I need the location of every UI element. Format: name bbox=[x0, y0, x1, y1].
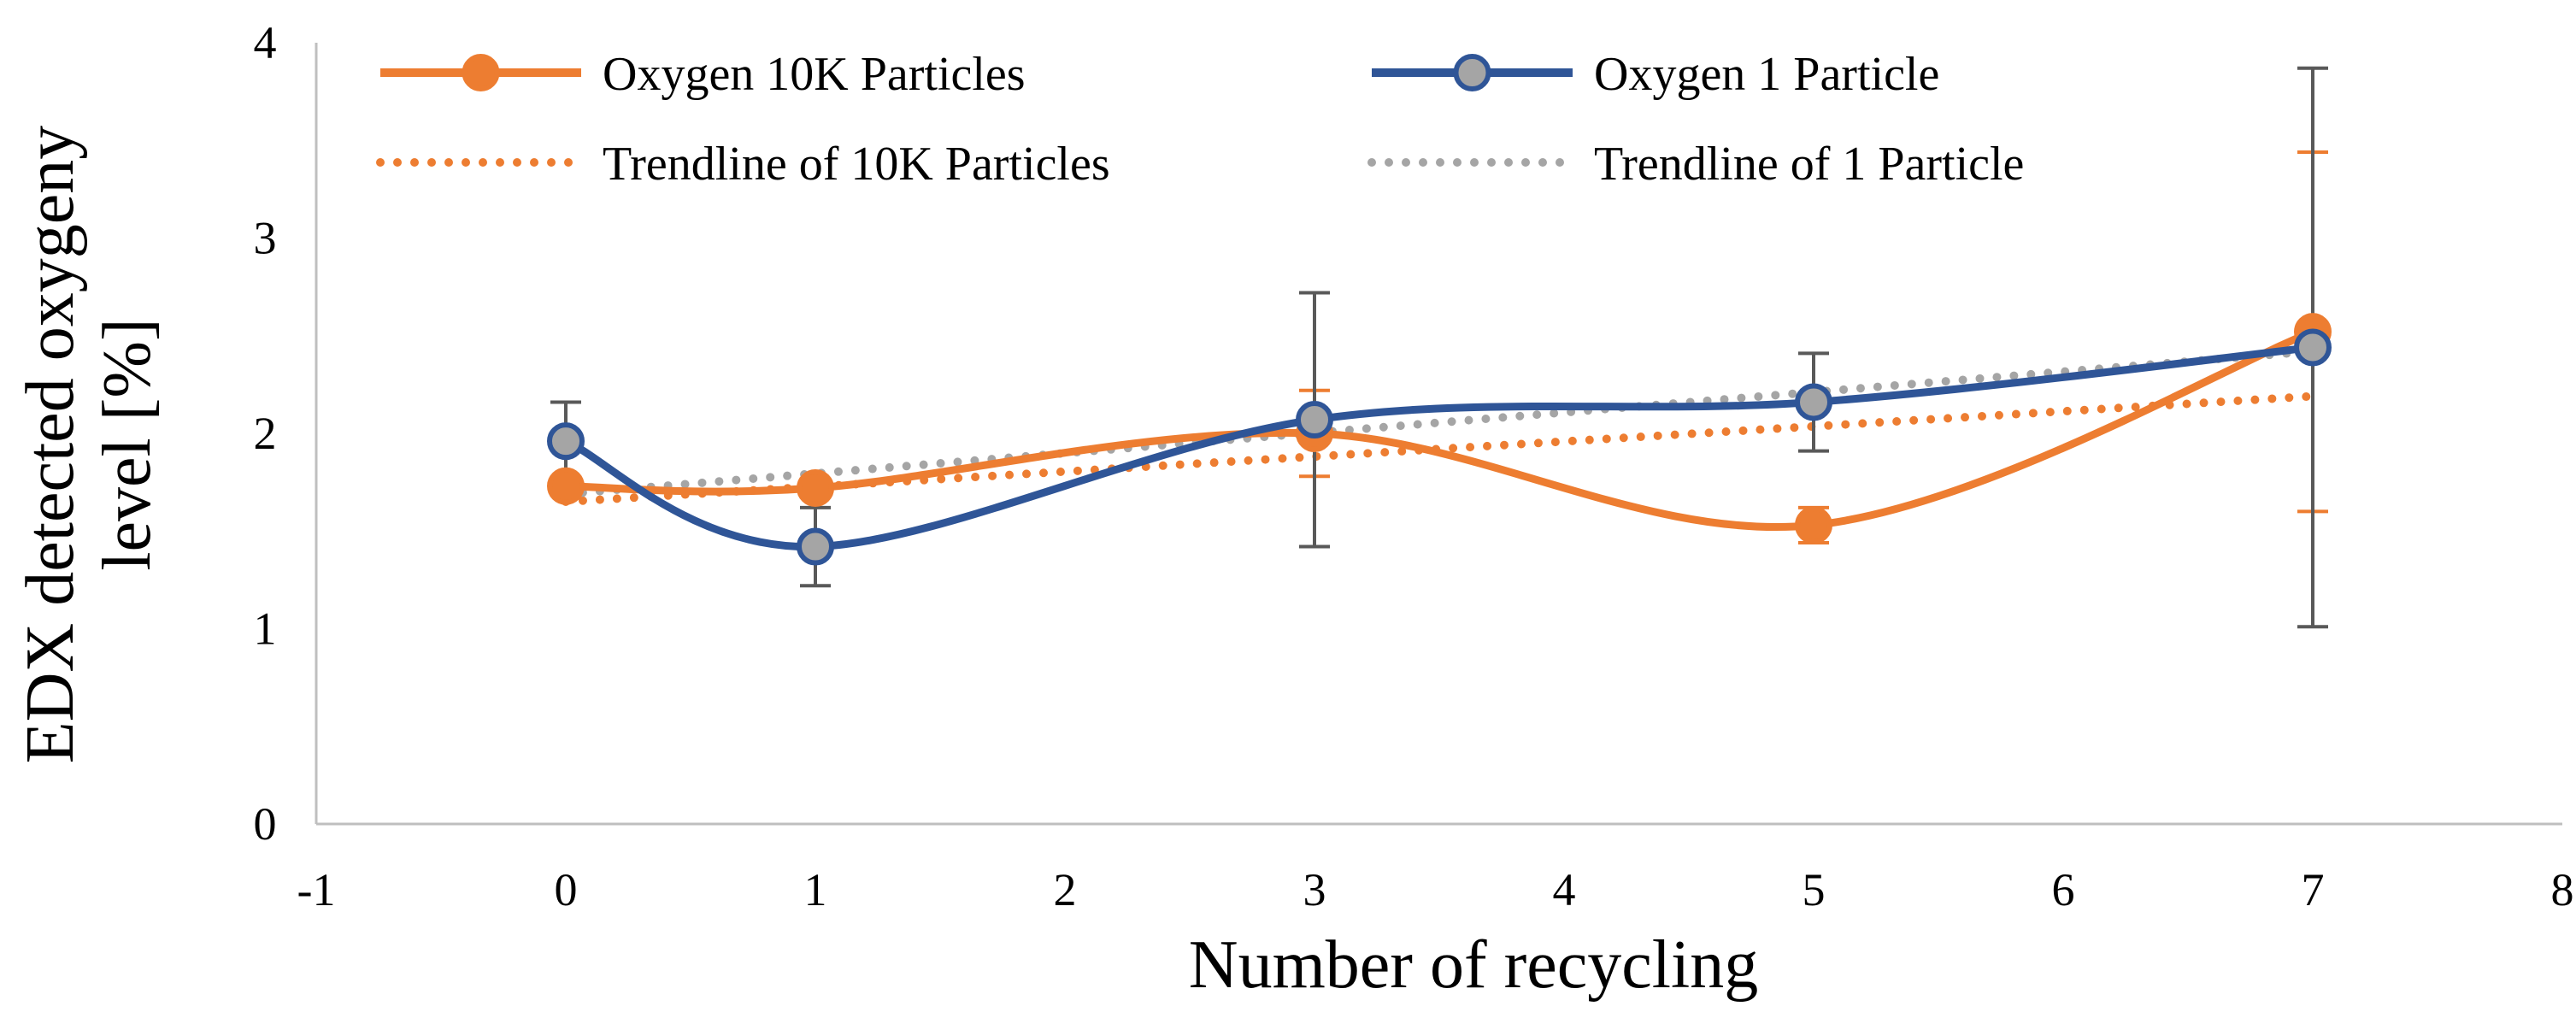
data-point bbox=[547, 422, 585, 461]
legend-label-oxygen-10k: Oxygen 10K Particles bbox=[603, 48, 1026, 101]
x-tick-label: 0 bbox=[555, 864, 578, 915]
x-tick-label: 3 bbox=[1303, 864, 1326, 915]
x-tick-label: 2 bbox=[1054, 864, 1077, 915]
axes bbox=[315, 43, 2562, 826]
legend-item-oxygen-1: Oxygen 1 Particle bbox=[1372, 48, 1939, 101]
trendline-1 bbox=[562, 347, 2317, 498]
x-tick-label: 8 bbox=[2551, 864, 2574, 915]
data-point bbox=[2294, 328, 2332, 367]
series-line-1 bbox=[564, 343, 2314, 551]
tick-labels: -1 0 1 2 3 4 5 6 7 8 0 1 2 3 4 bbox=[254, 17, 2574, 915]
legend: Oxygen 10K Particles Oxygen 1 Particle T… bbox=[376, 48, 2024, 191]
y-tick-label: 2 bbox=[254, 408, 277, 459]
legend-label-trend-10k: Trendline of 10K Particles bbox=[603, 138, 1110, 191]
data-point bbox=[1795, 506, 1832, 544]
legend-label-trend-1: Trendline of 1 Particle bbox=[1594, 138, 2024, 191]
data-point bbox=[1795, 383, 1832, 421]
x-tick-label: 6 bbox=[2052, 864, 2075, 915]
y-axis-title-line-2: level [%] bbox=[90, 318, 165, 570]
x-tick-label: -1 bbox=[297, 864, 336, 915]
data-point bbox=[1296, 401, 1333, 439]
y-axis-title-line-1: EDX detected oxygeny bbox=[13, 126, 88, 763]
y-tick-label: 4 bbox=[254, 17, 277, 68]
data-point bbox=[797, 468, 834, 507]
series-line-0 bbox=[565, 327, 2314, 532]
x-tick-label: 1 bbox=[804, 864, 827, 915]
markers bbox=[547, 313, 2332, 566]
axis-titles: Number of recycling EDX detected oxygeny… bbox=[13, 126, 1758, 1003]
data-point bbox=[797, 527, 834, 566]
y-tick-label: 1 bbox=[254, 603, 277, 655]
legend-label-oxygen-1: Oxygen 1 Particle bbox=[1594, 48, 1939, 101]
legend-swatch-marker bbox=[462, 54, 500, 91]
legend-swatch-marker bbox=[1453, 54, 1491, 91]
x-tick-label: 4 bbox=[1553, 864, 1576, 915]
y-tick-label: 3 bbox=[254, 213, 277, 264]
legend-item-oxygen-10k: Oxygen 10K Particles bbox=[380, 48, 1026, 101]
y-tick-label: 0 bbox=[254, 798, 277, 850]
legend-item-trend-1: Trendline of 1 Particle bbox=[1367, 138, 2024, 191]
x-tick-label: 5 bbox=[1803, 864, 1826, 915]
data-point bbox=[547, 467, 585, 505]
series-lines bbox=[564, 327, 2314, 551]
x-tick-label: 7 bbox=[2302, 864, 2325, 915]
legend-item-trend-10k: Trendline of 10K Particles bbox=[376, 138, 1110, 191]
x-axis-title: Number of recycling bbox=[1189, 927, 1758, 1003]
